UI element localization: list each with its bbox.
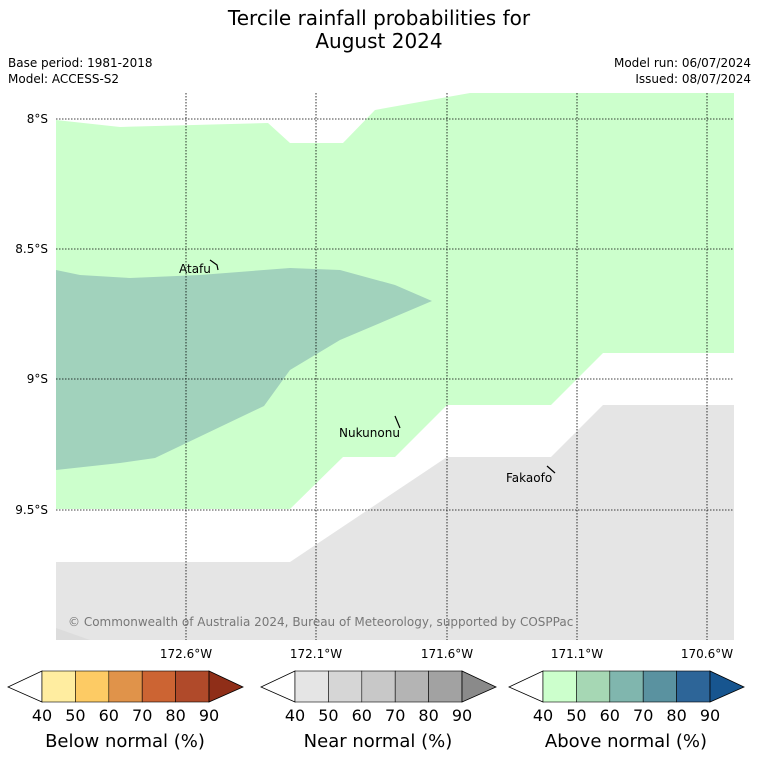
colorbar-near: 40 50 60 70 80 90 Near normal (%)	[260, 670, 497, 752]
atafu-marker	[209, 259, 219, 271]
colorbar-arrow-right	[709, 670, 745, 703]
graticule	[56, 93, 734, 640]
colorbar-tick-label: 60	[352, 706, 372, 725]
colorbar-label: Above normal (%)	[545, 731, 707, 752]
chart-title-line1: Tercile rainfall probabilities for	[227, 6, 531, 30]
colorbar-label: Near normal (%)	[304, 731, 453, 752]
colorbar-arrow-left	[7, 670, 43, 703]
colorbar-tick-label: 80	[165, 706, 185, 725]
colorbar-tick-label: 80	[666, 706, 686, 725]
map-corner-region	[56, 628, 90, 640]
colorbar-ticks: 40 50 60 70 80 90	[32, 706, 219, 725]
colorbar-arrow-left	[508, 670, 544, 703]
colorbar-cell	[542, 670, 577, 703]
nukunonu-marker	[394, 415, 401, 429]
copyright-text: © Commonwealth of Australia 2024, Bureau…	[68, 615, 573, 629]
colorbar-cell	[108, 670, 143, 703]
colorbar-cell	[676, 670, 711, 703]
above-normal-region-50-60	[56, 268, 432, 470]
colorbar-tick-label: 50	[65, 706, 85, 725]
colorbar-cell	[609, 670, 644, 703]
colorbar-cell	[642, 670, 677, 703]
colorbar-tick-label: 90	[199, 706, 219, 725]
fakaofo-marker	[546, 465, 556, 474]
colorbar-arrow-right	[208, 670, 244, 703]
colorbar-tick-label: 80	[418, 706, 438, 725]
model-run: Model run: 06/07/2024	[613, 56, 751, 70]
lon-label: 172.6°W	[160, 647, 212, 661]
lat-label: 9.5°S	[15, 503, 48, 517]
colorbar-tick-label: 60	[600, 706, 620, 725]
colorbar-tick-label: 40	[533, 706, 553, 725]
lat-label: 8.5°S	[15, 242, 48, 256]
colorbar-arrow-right	[461, 670, 497, 703]
colorbar-cell	[361, 670, 396, 703]
colorbar-cell	[428, 670, 463, 703]
base-period: Base period: 1981-2018	[8, 56, 153, 70]
atoll-markers	[209, 259, 556, 474]
colorbar-ticks: 40 50 60 70 80 90	[285, 706, 472, 725]
colorbar-cell	[175, 670, 210, 703]
lat-label: 8°S	[27, 112, 48, 126]
colorbar-cell	[41, 670, 76, 703]
place-label-nukunonu: Nukunonu	[339, 426, 400, 440]
colorbar-cell	[576, 670, 611, 703]
colorbar-tick-label: 70	[633, 706, 653, 725]
colorbar-tick-label: 90	[452, 706, 472, 725]
colorbar-below: 40 50 60 70 80 90 Below normal (%)	[7, 670, 244, 752]
colorbar-arrow-left	[260, 670, 296, 703]
lat-label: 9°S	[27, 372, 48, 386]
colorbar-tick-label: 90	[700, 706, 720, 725]
colorbar-ticks: 40 50 60 70 80 90	[533, 706, 720, 725]
colorbar-cells	[542, 670, 711, 703]
colorbar-tick-label: 60	[99, 706, 119, 725]
colorbar-tick-label: 70	[385, 706, 405, 725]
colorbar-cell	[294, 670, 329, 703]
colorbar-cell	[328, 670, 363, 703]
lon-label: 171.1°W	[551, 647, 603, 661]
lon-label: 172.1°W	[290, 647, 342, 661]
lon-label: 170.6°W	[681, 647, 733, 661]
colorbar-tick-label: 50	[566, 706, 586, 725]
colorbar-tick-label: 40	[32, 706, 52, 725]
place-label-fakaofo: Fakaofo	[506, 471, 552, 485]
model-name: Model: ACCESS-S2	[8, 72, 120, 86]
colorbar-cells	[294, 670, 463, 703]
colorbar-tick-label: 50	[318, 706, 338, 725]
lon-label: 171.6°W	[421, 647, 473, 661]
colorbar-cell	[141, 670, 176, 703]
near-normal-region	[56, 405, 734, 640]
colorbar-tick-label: 40	[285, 706, 305, 725]
issued-date: Issued: 08/07/2024	[635, 72, 751, 86]
place-label-atafu: Atafu	[179, 262, 211, 276]
colorbar-cell	[75, 670, 110, 703]
colorbar-above: 40 50 60 70 80 90 Above normal (%)	[508, 670, 745, 752]
colorbar-label: Below normal (%)	[45, 731, 205, 752]
colorbar-cell	[394, 670, 429, 703]
colorbar-cells	[41, 670, 210, 703]
colorbar-tick-label: 70	[132, 706, 152, 725]
chart-title-line2: August 2024	[315, 29, 443, 53]
